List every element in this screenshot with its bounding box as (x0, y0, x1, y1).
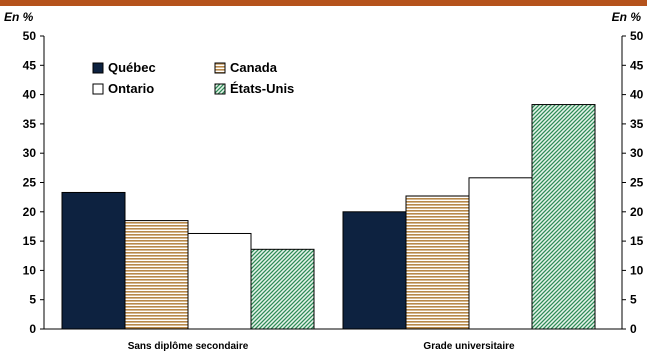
legend: Québec Canada Ontario États-Unis (92, 60, 294, 96)
legend-swatch-quebec (92, 62, 104, 74)
y-axis-left-ticks: 0 5 10 15 20 25 30 35 40 45 50 (23, 29, 44, 336)
y-unit-label-left: En % (4, 10, 34, 24)
y-tick-right-35: 35 (630, 117, 644, 131)
y-tick-left-45: 45 (23, 58, 37, 72)
legend-swatch-etats-unis (214, 83, 226, 95)
top-accent-bar (0, 0, 647, 6)
y-tick-right-15: 15 (630, 234, 644, 248)
y-axis-right-ticks: 0 5 10 15 20 25 30 35 40 45 50 (622, 29, 644, 336)
axes (43, 36, 623, 330)
y-tick-left-20: 20 (23, 205, 37, 219)
y-tick-right-50: 50 (630, 29, 644, 43)
bar-quebec-1 (342, 211, 407, 330)
y-tick-left-40: 40 (23, 88, 37, 102)
y-tick-right-10: 10 (630, 263, 644, 277)
bar-ontario-1 (468, 177, 533, 330)
y-tick-left-50: 50 (23, 29, 37, 43)
y-tick-right-30: 30 (630, 146, 644, 160)
bar-canada-0 (124, 220, 189, 330)
y-tick-left-5: 5 (29, 293, 36, 307)
legend-swatch-ontario (92, 83, 104, 95)
legend-label-quebec: Québec (108, 60, 156, 75)
bar-etats-unis-1 (531, 104, 596, 330)
legend-label-ontario: Ontario (108, 81, 154, 96)
legend-swatch-canada (214, 62, 226, 74)
y-tick-left-25: 25 (23, 176, 37, 190)
legend-label-etats-unis: États-Unis (230, 81, 294, 96)
y-tick-right-0: 0 (630, 322, 637, 336)
bar-canada-1 (405, 195, 470, 330)
y-tick-left-0: 0 (29, 322, 36, 336)
y-unit-label-right: En % (612, 10, 642, 24)
y-tick-right-45: 45 (630, 58, 644, 72)
bars (61, 104, 596, 330)
bar-etats-unis-0 (250, 248, 315, 330)
x-category-label-1: Grade universitaire (423, 341, 515, 351)
y-tick-left-30: 30 (23, 146, 37, 160)
bar-ontario-0 (187, 232, 252, 330)
y-tick-right-20: 20 (630, 205, 644, 219)
x-category-label-0: Sans diplôme secondaire (128, 341, 249, 351)
y-tick-left-35: 35 (23, 117, 37, 131)
y-tick-left-15: 15 (23, 234, 37, 248)
bar-quebec-0 (61, 191, 126, 330)
y-tick-right-40: 40 (630, 88, 644, 102)
y-tick-right-5: 5 (630, 293, 637, 307)
legend-label-canada: Canada (230, 60, 278, 75)
y-tick-left-10: 10 (23, 263, 37, 277)
y-tick-right-25: 25 (630, 176, 644, 190)
